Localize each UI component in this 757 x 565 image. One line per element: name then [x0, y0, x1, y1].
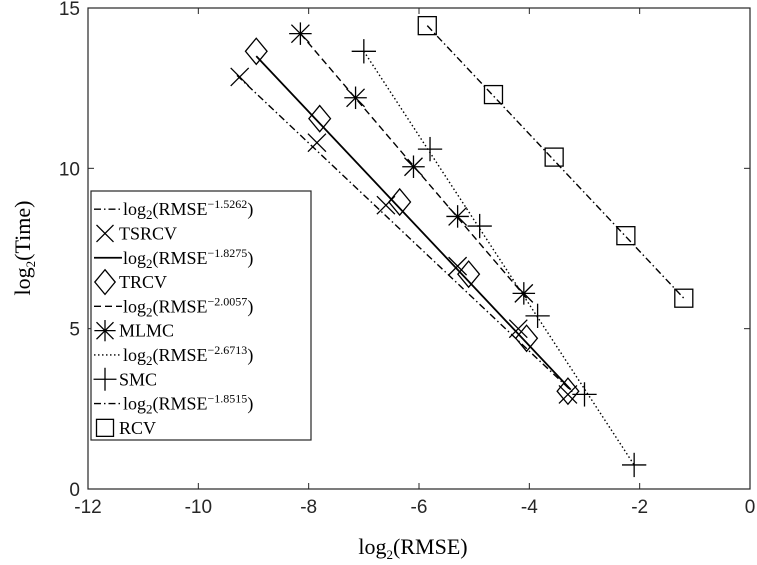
fit-line-rcv [426, 25, 685, 299]
y-axis-label: log2(Time) [10, 201, 38, 296]
data-markers [230, 15, 694, 478]
y-tick-label: 10 [59, 159, 80, 180]
marker-rcv [417, 15, 437, 36]
marker-mlmc [512, 282, 536, 305]
legend: log2(RMSE−1.5262)TSRCV log2(RMSE−1.8275)T… [90, 190, 312, 441]
marker-trcv [244, 37, 268, 66]
marker-trcv [556, 377, 580, 406]
marker-rcv [616, 226, 636, 246]
legend-fit-label-mlmc: log2(RMSE−2.0057) [123, 294, 253, 319]
fit-line-trcv [255, 55, 572, 391]
legend-series-label-rcv: RCV [119, 418, 156, 438]
legend-series-label-mlmc: MLMC [119, 321, 174, 341]
legend-series-label-trcv: TRCV [119, 272, 167, 292]
legend-fit-label-rcv: log2(RMSE−1.8515) [123, 392, 253, 417]
marker-rcv [544, 147, 564, 167]
y-tick-label: 0 [69, 480, 80, 501]
marker-smc [572, 382, 597, 407]
marker-smc [351, 39, 376, 64]
marker-mlmc [344, 86, 367, 110]
y-tick-label: 5 [69, 320, 80, 341]
legend-series-label-tsrcv: TSRCV [119, 223, 177, 243]
marker-tsrcv [307, 133, 327, 153]
marker-tsrcv [508, 319, 528, 339]
legend-fit-label-smc: log2(RMSE−2.6713) [123, 343, 253, 368]
marker-trcv [388, 187, 412, 217]
marker-smc [467, 213, 492, 239]
x-tick-label: -12 [74, 497, 101, 518]
legend-fit-label-trcv: log2(RMSE−1.8275) [123, 246, 253, 271]
fit-line-mlmc [299, 33, 528, 299]
legend-marker-trcv [93, 268, 117, 296]
marker-smc [525, 303, 550, 328]
marker-mlmc [446, 205, 469, 228]
marker-smc [622, 452, 647, 478]
legend-series-label-smc: SMC [119, 369, 157, 389]
x-tick-label: 0 [745, 497, 756, 518]
fit-line-tsrcv [236, 74, 574, 394]
marker-tsrcv [230, 67, 250, 87]
x-tick-label: -8 [300, 497, 317, 518]
legend-marker-mlmc [94, 320, 116, 342]
marker-trcv [514, 324, 539, 353]
fit-lines [236, 25, 685, 466]
marker-trcv [457, 260, 481, 289]
marker-mlmc [289, 22, 312, 45]
y-tick-label: 15 [59, 0, 80, 20]
y-axis-ticks: 0 5 10 15 [59, 0, 750, 501]
legend-box [90, 190, 312, 441]
x-tick-label: -10 [185, 497, 212, 518]
legend-marker-rcv [95, 418, 115, 438]
marker-tsrcv [558, 384, 578, 404]
x-tick-label: -4 [521, 497, 538, 518]
marker-trcv [308, 104, 332, 133]
legend-fit-label-tsrcv: log2(RMSE−1.5262) [123, 197, 253, 222]
marker-rcv [483, 84, 504, 105]
marker-smc [417, 136, 443, 162]
marker-mlmc [402, 155, 425, 178]
x-axis-ticks: -12 -10 -8 -6 -4 -2 0 [74, 8, 755, 518]
x-tick-label: -2 [631, 497, 648, 518]
marker-rcv [674, 288, 694, 308]
marker-tsrcv [448, 256, 468, 276]
legend-marker-tsrcv [96, 224, 114, 243]
x-tick-label: -6 [411, 497, 428, 518]
legend-marker-smc [93, 367, 117, 391]
x-axis-label: log2(RMSE) [358, 534, 467, 562]
